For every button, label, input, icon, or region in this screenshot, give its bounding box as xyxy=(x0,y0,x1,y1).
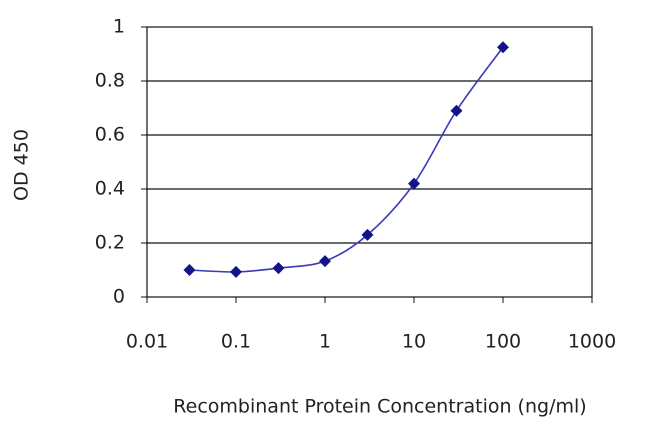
x-tick-label: 0.01 xyxy=(126,331,168,353)
data-point xyxy=(450,104,463,117)
y-axis-label: OD 450 xyxy=(11,129,33,201)
x-tick-label: 0.1 xyxy=(221,331,251,353)
y-tick-label: 0 xyxy=(113,286,125,308)
y-tick-label: 0.2 xyxy=(95,232,125,254)
y-tick-label: 1 xyxy=(113,16,125,38)
plot-area xyxy=(146,26,593,298)
x-axis-label: Recombinant Protein Concentration (ng/ml… xyxy=(173,396,586,418)
data-point xyxy=(361,228,374,241)
x-tick-label: 1 xyxy=(319,331,331,353)
data-point xyxy=(497,41,509,54)
y-tick-label: 0.4 xyxy=(95,178,125,200)
y-tick-label: 0.6 xyxy=(95,124,125,146)
y-tick-label: 0.8 xyxy=(95,70,125,92)
data-point xyxy=(230,265,242,278)
x-tick-label: 100 xyxy=(485,331,521,353)
data-point xyxy=(319,255,331,268)
data-point xyxy=(183,264,196,276)
x-tick-label: 10 xyxy=(402,331,426,353)
data-point xyxy=(272,262,285,275)
data-point xyxy=(408,177,420,190)
x-tick-label: 1000 xyxy=(568,331,616,353)
